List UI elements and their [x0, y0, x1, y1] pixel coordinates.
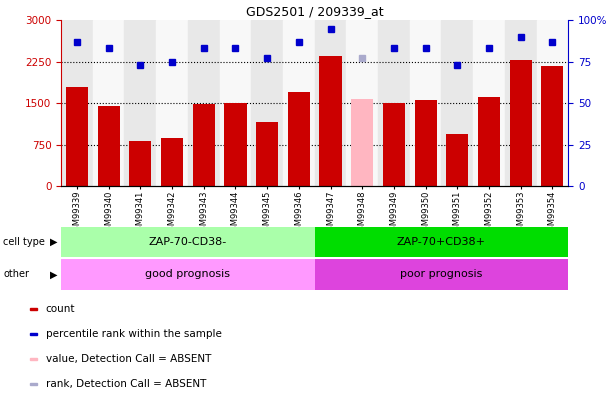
Bar	[346, 20, 378, 186]
Bar	[446, 134, 469, 186]
Bar	[473, 20, 505, 186]
Bar	[505, 20, 536, 186]
Bar	[315, 227, 568, 257]
Bar	[30, 383, 37, 385]
Bar	[30, 308, 37, 310]
Bar	[192, 104, 215, 186]
Text: ZAP-70-CD38-: ZAP-70-CD38-	[148, 237, 227, 247]
Bar	[383, 103, 405, 186]
Bar	[98, 106, 120, 186]
Bar	[536, 20, 568, 186]
Text: ▶: ▶	[50, 269, 57, 279]
Bar	[256, 122, 278, 186]
Bar	[315, 259, 568, 290]
Bar	[61, 227, 315, 257]
Title: GDS2501 / 209339_at: GDS2501 / 209339_at	[246, 5, 384, 18]
Text: count: count	[46, 304, 75, 314]
Text: good prognosis: good prognosis	[145, 269, 230, 279]
Bar	[351, 99, 373, 186]
Bar	[219, 20, 251, 186]
Text: value, Detection Call = ABSENT: value, Detection Call = ABSENT	[46, 354, 211, 364]
Bar	[283, 20, 315, 186]
Bar	[125, 20, 156, 186]
Bar	[30, 358, 37, 360]
Bar	[441, 20, 473, 186]
Bar	[378, 20, 410, 186]
Bar	[414, 100, 437, 186]
Bar	[93, 20, 125, 186]
Text: ZAP-70+CD38+: ZAP-70+CD38+	[397, 237, 486, 247]
Bar	[315, 20, 346, 186]
Bar	[224, 103, 246, 186]
Bar	[478, 97, 500, 186]
Text: ▶: ▶	[50, 237, 57, 247]
Bar	[288, 92, 310, 186]
Bar	[30, 333, 37, 335]
Bar	[251, 20, 283, 186]
Text: other: other	[3, 269, 29, 279]
Bar	[188, 20, 219, 186]
Bar	[61, 20, 93, 186]
Bar	[320, 56, 342, 186]
Bar	[156, 20, 188, 186]
Bar	[161, 138, 183, 186]
Text: cell type: cell type	[3, 237, 45, 247]
Bar	[510, 60, 532, 186]
Text: percentile rank within the sample: percentile rank within the sample	[46, 329, 221, 339]
Text: poor prognosis: poor prognosis	[400, 269, 483, 279]
Text: rank, Detection Call = ABSENT: rank, Detection Call = ABSENT	[46, 379, 206, 389]
Bar	[61, 259, 315, 290]
Bar	[541, 66, 563, 186]
Bar	[130, 141, 152, 186]
Bar	[410, 20, 441, 186]
Bar	[66, 87, 88, 186]
